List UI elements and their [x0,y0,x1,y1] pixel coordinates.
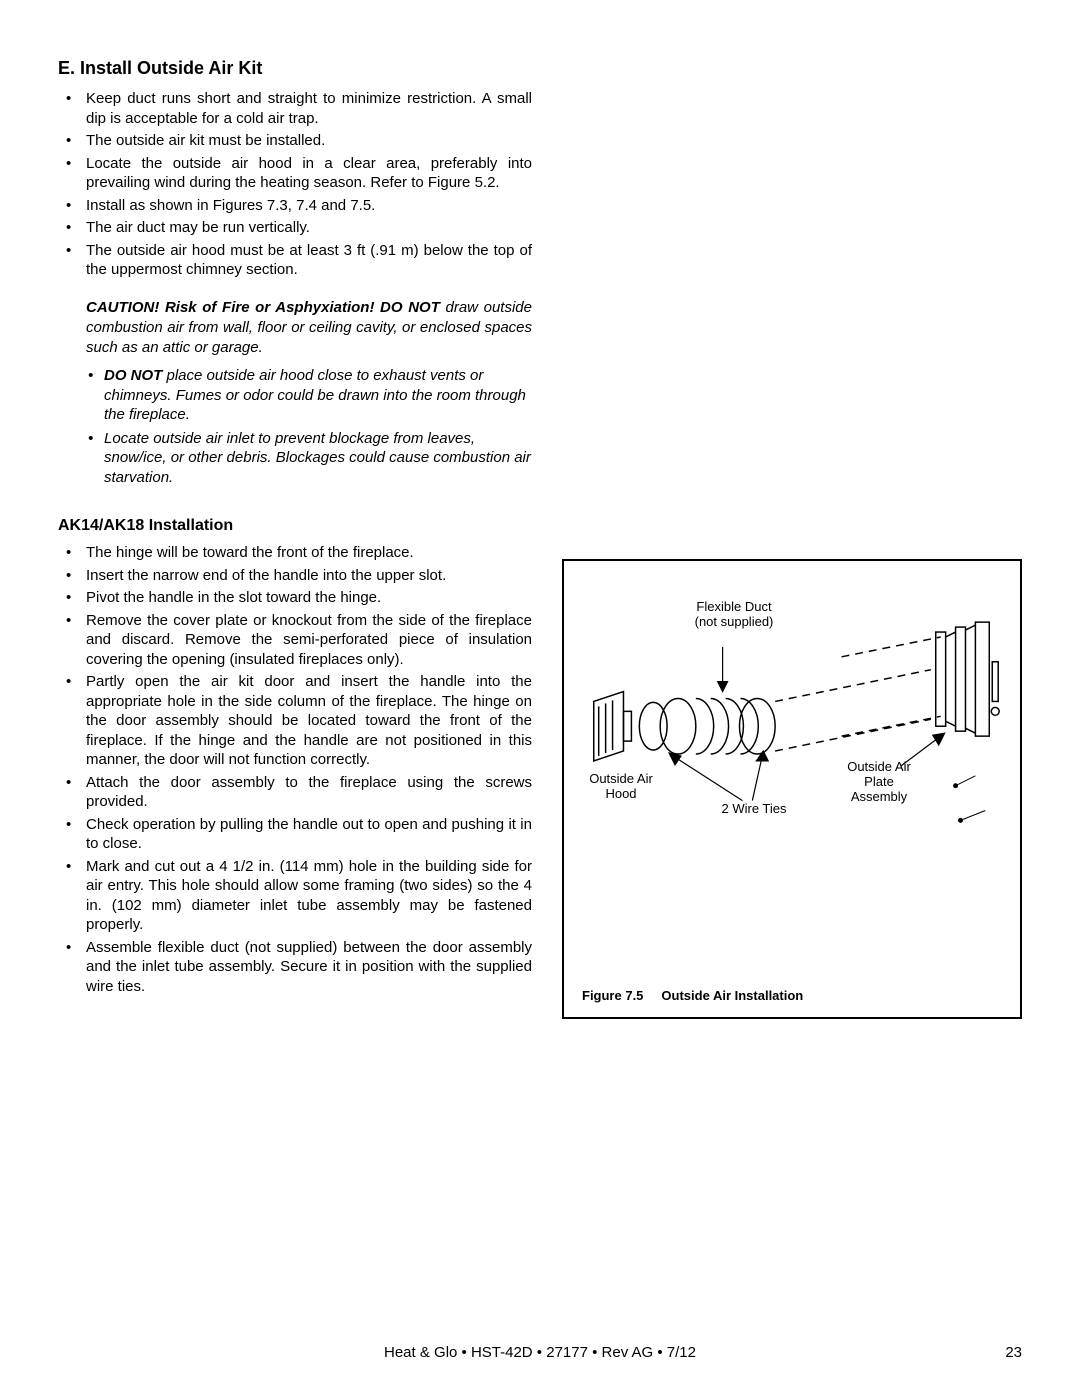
list-item: Assemble flexible duct (not supplied) be… [58,938,532,997]
list-item: Mark and cut out a 4 1/2 in. (114 mm) ho… [58,857,532,935]
figure-caption-text: Outside Air Installation [661,988,803,1003]
caution-sub-rest: Locate outside air inlet to prevent bloc… [104,430,531,486]
list-item: Attach the door assembly to the fireplac… [58,773,532,812]
label-wire-ties: 2 Wire Ties [704,801,804,816]
caution-lead: CAUTION! Risk of Fire or Asphyxiation! D… [86,299,440,316]
plate-assembly-icon [936,622,999,736]
caution-sub-rest: place outside air hood close to exhaust … [104,367,526,423]
main-bullet-list: Keep duct runs short and straight to min… [58,89,532,280]
list-item: Insert the narrow end of the handle into… [58,566,532,586]
section-title-text: Install Outside Air Kit [80,58,262,78]
caution-block: CAUTION! Risk of Fire or Asphyxiation! D… [58,290,532,500]
arrow-duct [718,647,728,692]
figure-caption: Figure 7.5 Outside Air Installation [582,988,803,1003]
list-item: The outside air kit must be installed. [58,131,532,151]
list-item: The hinge will be toward the front of th… [58,543,532,563]
section-letter: E. [58,58,75,78]
list-item: The outside air hood must be at least 3 … [58,241,532,280]
sub-heading: AK14/AK18 Installation [58,517,532,535]
figure-number: Figure 7.5 [582,988,643,1003]
caution-sub-list: DO NOT place outside air hood close to e… [86,366,532,487]
label-text: Outside Air [589,771,653,786]
right-column: Flexible Duct (not supplied) Outside Air… [562,89,1022,1019]
footer-text: Heat & Glo • HST-42D • 27177 • Rev AG • … [0,1344,1080,1361]
label-hood: Outside Air Hood [576,771,666,801]
list-item: Install as shown in Figures 7.3, 7.4 and… [58,196,532,216]
two-column-layout: Keep duct runs short and straight to min… [58,89,1022,1019]
screws-icon [954,776,986,823]
label-text: 2 Wire Ties [721,801,786,816]
hood-icon [594,692,632,761]
spacer [562,89,1022,559]
list-item: Locate outside air inlet to prevent bloc… [86,429,532,488]
list-item: Pivot the handle in the slot toward the … [58,588,532,608]
page-number: 23 [1005,1344,1022,1361]
figure-box: Flexible Duct (not supplied) Outside Air… [562,559,1022,1019]
list-item: The air duct may be run vertically. [58,218,532,238]
label-flex-duct: Flexible Duct (not supplied) [674,599,794,629]
label-text: Outside Air [847,759,911,774]
list-item: Locate the outside air hood in a clear a… [58,154,532,193]
caution-sub-lead: DO NOT [104,367,162,384]
list-item: Partly open the air kit door and insert … [58,672,532,770]
page-container: E. Install Outside Air Kit Keep duct run… [0,0,1080,1019]
list-item: DO NOT place outside air hood close to e… [86,366,532,425]
label-text: Hood [605,786,636,801]
install-bullet-list: The hinge will be toward the front of th… [58,543,532,996]
label-plate: Outside Air Plate Assembly [829,759,929,804]
list-item: Keep duct runs short and straight to min… [58,89,532,128]
left-column: Keep duct runs short and straight to min… [58,89,532,1019]
list-item: Check operation by pulling the handle ou… [58,815,532,854]
duct-icon [639,698,775,754]
dashed-lines [775,637,941,751]
list-item: Remove the cover plate or knockout from … [58,611,532,670]
section-heading: E. Install Outside Air Kit [58,58,1022,79]
arrow-wireties [669,751,768,801]
label-text: (not supplied) [695,614,774,629]
label-text: Flexible Duct [696,599,771,614]
label-text: Plate [864,774,894,789]
label-text: Assembly [851,789,907,804]
